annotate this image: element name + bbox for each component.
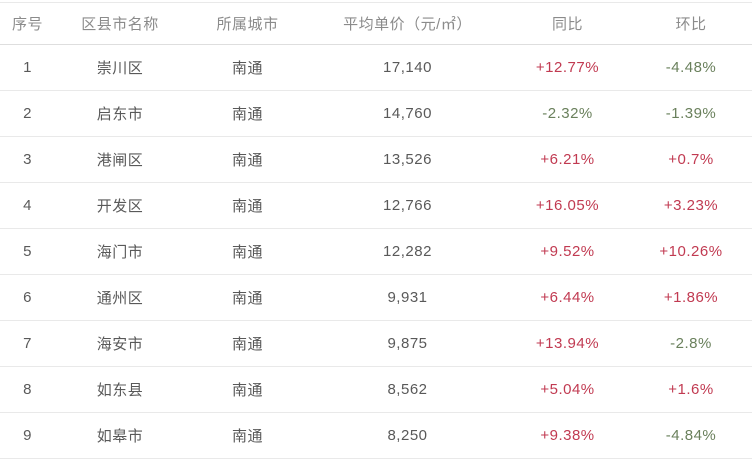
- table-row: 3 港闸区 南通 13,526 +6.21% +0.7%: [0, 137, 752, 183]
- cell-yoy: +9.52%: [540, 243, 595, 260]
- cell-mom: -4.48%: [665, 59, 717, 76]
- cell-yoy: +5.04%: [540, 381, 595, 398]
- cell-yoy: +16.05%: [535, 197, 600, 214]
- table-row: 2 启东市 南通 14,760 -2.32% -1.39%: [0, 91, 752, 137]
- table-row: 1 崇川区 南通 17,140 +12.77% -4.48%: [0, 45, 752, 91]
- cell-price: 13,526: [383, 151, 432, 168]
- cell-yoy: -2.32%: [542, 105, 593, 122]
- cell-city: 南通: [231, 106, 263, 123]
- cell-district: 如东县: [96, 382, 144, 399]
- cell-index: 8: [23, 381, 32, 398]
- column-header-price: 平均单价（元/㎡）: [343, 16, 472, 33]
- cell-price: 17,140: [383, 59, 432, 76]
- cell-index: 9: [23, 427, 32, 444]
- table-row: 8 如东县 南通 8,562 +5.04% +1.6%: [0, 367, 752, 413]
- cell-index: 1: [23, 59, 32, 76]
- cell-price: 9,875: [387, 335, 428, 352]
- cell-mom: +1.6%: [668, 381, 714, 398]
- table-row: 4 开发区 南通 12,766 +16.05% +3.23%: [0, 183, 752, 229]
- column-header-district: 区县市名称: [81, 16, 159, 33]
- cell-price: 12,766: [383, 197, 432, 214]
- cell-city: 南通: [231, 152, 263, 169]
- cell-price: 8,562: [387, 381, 428, 398]
- cell-district: 海安市: [96, 336, 144, 353]
- cell-city: 南通: [231, 244, 263, 261]
- cell-mom: -1.39%: [665, 105, 717, 122]
- cell-district: 海门市: [96, 244, 144, 261]
- cell-index: 5: [23, 243, 32, 260]
- cell-price: 14,760: [383, 105, 432, 122]
- cell-city: 南通: [231, 336, 263, 353]
- table-body: 1 崇川区 南通 17,140 +12.77% -4.48% 2 启东市 南通 …: [0, 45, 752, 459]
- table-row: 6 通州区 南通 9,931 +6.44% +1.86%: [0, 275, 752, 321]
- cell-index: 3: [23, 151, 32, 168]
- cell-price: 9,931: [387, 289, 428, 306]
- cell-index: 7: [23, 335, 32, 352]
- table-row: 7 海安市 南通 9,875 +13.94% -2.8%: [0, 321, 752, 367]
- cell-city: 南通: [231, 428, 263, 445]
- cell-mom: -2.8%: [670, 335, 712, 352]
- table-header-row: 序号 区县市名称 所属城市 平均单价（元/㎡） 同比 环比: [0, 3, 752, 45]
- cell-district: 启东市: [96, 106, 144, 123]
- cell-yoy: +9.38%: [540, 427, 595, 444]
- cell-city: 南通: [231, 198, 263, 215]
- cell-yoy: +6.21%: [540, 151, 595, 168]
- column-header-mom: 环比: [675, 16, 707, 33]
- cell-district: 通州区: [96, 290, 144, 307]
- cell-price: 8,250: [387, 427, 428, 444]
- cell-price: 12,282: [383, 243, 432, 260]
- cell-city: 南通: [231, 382, 263, 399]
- cell-city: 南通: [231, 60, 263, 77]
- table-row: 9 如皋市 南通 8,250 +9.38% -4.84%: [0, 413, 752, 459]
- cell-index: 6: [23, 289, 32, 306]
- cell-city: 南通: [231, 290, 263, 307]
- cell-mom: +3.23%: [663, 197, 719, 214]
- column-header-city: 所属城市: [216, 16, 279, 33]
- cell-district: 港闸区: [96, 152, 144, 169]
- cell-district: 如皋市: [96, 428, 144, 445]
- cell-yoy: +12.77%: [535, 59, 600, 76]
- table-row: 5 海门市 南通 12,282 +9.52% +10.26%: [0, 229, 752, 275]
- cell-yoy: +6.44%: [540, 289, 595, 306]
- cell-mom: +10.26%: [659, 243, 723, 260]
- cell-mom: +0.7%: [668, 151, 714, 168]
- cell-district: 开发区: [96, 198, 144, 215]
- cell-district: 崇川区: [96, 60, 144, 77]
- column-header-yoy: 同比: [551, 16, 583, 33]
- cell-index: 4: [23, 197, 32, 214]
- cell-index: 2: [23, 105, 32, 122]
- cell-mom: -4.84%: [665, 427, 717, 444]
- cell-yoy: +13.94%: [535, 335, 600, 352]
- cell-mom: +1.86%: [663, 289, 719, 306]
- column-header-index: 序号: [11, 16, 43, 33]
